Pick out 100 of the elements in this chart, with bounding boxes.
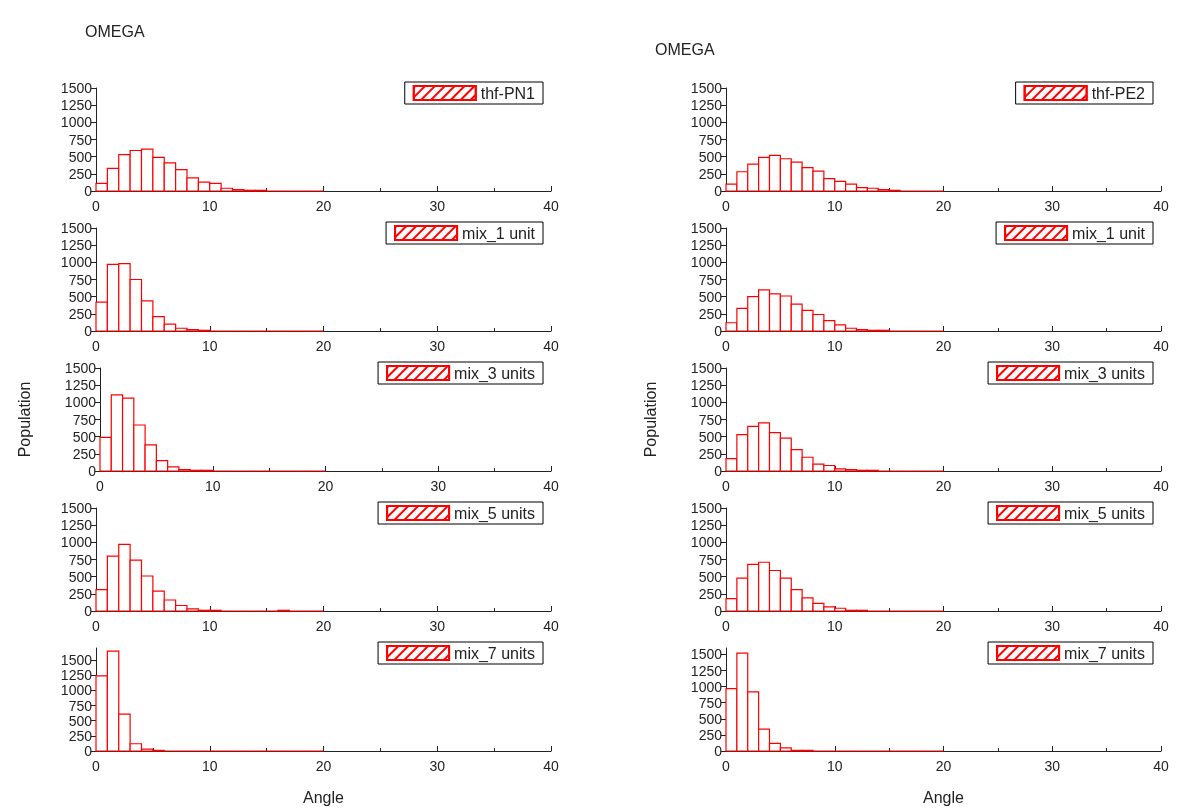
x-tick-label: 10 — [826, 618, 843, 634]
y-tick-label: 250 — [698, 165, 723, 182]
x-tick-label: 10 — [201, 618, 218, 634]
x-tick-label: 30 — [429, 338, 446, 354]
x-tick-label: 20 — [315, 758, 332, 774]
y-axis-title: Population — [641, 381, 659, 458]
legend-label: mix_7 units — [1064, 644, 1145, 663]
x-tick-label: 10 — [204, 478, 221, 494]
x-tick-label: 20 — [935, 338, 952, 354]
y-tick-label: 750 — [72, 411, 97, 428]
y-tick-label: 750 — [68, 271, 93, 288]
legend-label: mix_1 unit — [462, 224, 536, 243]
y-tick-label: 250 — [698, 585, 723, 602]
y-tick-label: 750 — [698, 694, 723, 711]
y-tick-label: 750 — [698, 131, 723, 148]
y-tick-label: 1000 — [690, 534, 723, 551]
x-tick-label: 20 — [935, 618, 952, 634]
y-tick-label: 500 — [68, 148, 93, 165]
x-tick-label: 40 — [543, 618, 559, 634]
y-tick-label: 250 — [698, 305, 723, 322]
x-tick-label: 20 — [935, 478, 952, 494]
x-tick-label: 40 — [543, 478, 559, 494]
y-tick-label: 1500 — [64, 360, 97, 376]
x-tick-label: 30 — [1044, 338, 1061, 354]
y-tick-label: 0 — [84, 603, 93, 619]
y-tick-label: 500 — [68, 712, 93, 729]
y-tick-label: 0 — [714, 603, 723, 619]
y-tick-label: 500 — [72, 428, 97, 445]
x-tick-label: 30 — [430, 478, 447, 494]
x-tick-label: 20 — [317, 478, 334, 494]
y-tick-label: 250 — [68, 727, 93, 744]
y-axis-title: Population — [15, 381, 33, 458]
legend-label: mix_3 units — [454, 364, 535, 383]
y-tick-label: 250 — [68, 585, 93, 602]
x-tick-label: 40 — [1153, 198, 1169, 214]
y-tick-label: 250 — [72, 445, 97, 462]
y-tick-label: 0 — [714, 743, 723, 759]
x-tick-label: 10 — [826, 478, 843, 494]
x-tick-label: 20 — [315, 338, 332, 354]
y-tick-label: 750 — [698, 411, 723, 428]
y-tick-label: 250 — [698, 726, 723, 743]
x-tick-label: 30 — [1044, 758, 1061, 774]
y-tick-label: 1500 — [690, 220, 723, 236]
x-tick-label: 20 — [315, 198, 332, 214]
y-tick-label: 250 — [698, 445, 723, 462]
y-tick-label: 1500 — [60, 500, 93, 516]
chart-title: OMEGA — [85, 22, 145, 40]
legend-label: thf-PN1 — [480, 84, 536, 102]
y-tick-label: 0 — [84, 183, 93, 199]
y-tick-label: 1500 — [60, 652, 93, 669]
y-tick-label: 1000 — [60, 682, 93, 699]
x-tick-label: 10 — [201, 338, 218, 354]
x-tick-label: 30 — [1044, 618, 1061, 634]
y-tick-label: 1250 — [60, 237, 93, 254]
y-tick-label: 0 — [88, 463, 97, 479]
y-tick-label: 750 — [68, 131, 93, 148]
x-tick-label: 30 — [1044, 478, 1061, 494]
x-tick-label: 30 — [429, 618, 446, 634]
x-tick-label: 40 — [1153, 758, 1169, 774]
x-tick-label: 20 — [935, 758, 952, 774]
x-tick-label: 10 — [826, 758, 843, 774]
x-tick-label: 40 — [1153, 618, 1169, 634]
x-axis-title: Angle — [303, 788, 345, 806]
chart-title: OMEGA — [655, 40, 715, 58]
y-tick-label: 250 — [68, 165, 93, 182]
y-tick-label: 1000 — [690, 394, 723, 411]
y-tick-label: 1250 — [60, 97, 93, 114]
x-tick-label: 10 — [201, 198, 218, 214]
x-tick-label: 40 — [1153, 478, 1169, 494]
y-tick-label: 500 — [698, 148, 723, 165]
x-tick-label: 10 — [826, 198, 843, 214]
y-tick-label: 1500 — [60, 220, 93, 236]
y-tick-label: 500 — [698, 288, 723, 305]
y-tick-label: 1250 — [690, 377, 723, 394]
y-tick-label: 1500 — [690, 646, 723, 663]
y-tick-label: 0 — [714, 463, 723, 479]
y-tick-label: 1250 — [690, 517, 723, 534]
x-tick-label: 40 — [543, 198, 559, 214]
y-tick-label: 500 — [698, 568, 723, 585]
y-tick-label: 1500 — [690, 500, 723, 516]
legend-label: mix_7 units — [454, 644, 535, 663]
legend-label: mix_5 units — [454, 504, 535, 523]
y-tick-label: 1250 — [60, 667, 93, 684]
x-axis-title: Angle — [923, 788, 965, 806]
y-tick-label: 500 — [68, 288, 93, 305]
legend-label: mix_5 units — [1064, 504, 1145, 523]
y-tick-label: 750 — [68, 697, 93, 714]
y-tick-label: 750 — [698, 271, 723, 288]
x-tick-label: 10 — [201, 758, 218, 774]
y-tick-label: 500 — [68, 568, 93, 585]
y-tick-label: 1000 — [690, 114, 723, 131]
y-tick-label: 1500 — [60, 80, 93, 96]
y-tick-label: 1500 — [690, 80, 723, 96]
y-tick-label: 1500 — [690, 360, 723, 376]
y-tick-label: 1000 — [64, 394, 97, 411]
y-tick-label: 1250 — [690, 97, 723, 114]
y-tick-label: 0 — [714, 183, 723, 199]
y-tick-label: 1250 — [64, 377, 97, 394]
x-tick-label: 40 — [543, 338, 559, 354]
y-tick-label: 1000 — [60, 534, 93, 551]
